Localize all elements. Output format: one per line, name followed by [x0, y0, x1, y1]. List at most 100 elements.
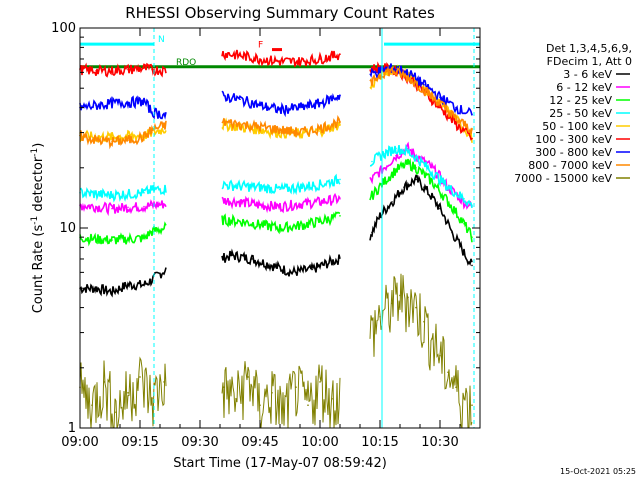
series-0-point-18 [371, 231, 373, 234]
series-3-point-19 [383, 152, 385, 155]
legend: Det 1,3,4,5,6,9,FDecim 1, Att 03 - 6 keV… [514, 42, 632, 185]
series-1-point-15 [339, 197, 341, 200]
y-axis-label-sup: -1 [30, 216, 40, 225]
series-0-point-26 [463, 252, 465, 254]
series-6-point-27 [471, 113, 473, 116]
series-1-point-13 [299, 203, 301, 205]
legend-label-2: 12 - 25 keV [549, 94, 612, 107]
series-8-point-19 [307, 404, 309, 407]
series-2-point-26 [471, 236, 473, 238]
series-1-point-1 [95, 205, 97, 208]
series-2-point-1 [95, 238, 97, 240]
series-3-point-18 [371, 160, 373, 163]
y-axis-label-tail: detector [31, 156, 46, 216]
series-2-point-19 [383, 181, 385, 183]
series-0-point-12 [271, 264, 273, 267]
series-3-point-10 [239, 185, 241, 187]
series-3-point-21 [407, 151, 409, 153]
series-8-point-21 [331, 397, 333, 400]
series-8-point-30 [423, 320, 425, 323]
series-0-point-21 [403, 186, 405, 188]
series-8-point-6 [151, 397, 153, 400]
series-5-point-3 [127, 68, 129, 71]
series-8-point-3 [115, 411, 117, 413]
series-8-point-27 [399, 294, 401, 297]
y-axis: 1 10 100 [51, 21, 480, 436]
series-2-point-10 [239, 220, 241, 223]
series-1-point-19 [383, 166, 385, 169]
series-6-point-15 [339, 94, 341, 97]
series-2-point-12 [279, 227, 281, 229]
y-axis-label-main: Count Rate (s [31, 225, 46, 314]
series-6-point-19 [375, 71, 377, 74]
series-4-point-15 [339, 123, 341, 126]
series-line-0 [79, 174, 473, 298]
series-6-point-25 [439, 96, 441, 99]
y-axis-label-sup2: -1 [30, 148, 40, 157]
series-8-point-33 [447, 371, 449, 374]
series-5-point-19 [375, 67, 377, 69]
series-5-point-5 [151, 68, 153, 71]
series-8-point-35 [463, 397, 465, 400]
series-8-point-17 [283, 411, 285, 413]
series-2-point-18 [371, 194, 373, 197]
series-8-point-4 [127, 391, 129, 394]
series-1-point-12 [279, 205, 281, 208]
series-1-point-2 [111, 207, 113, 210]
series-line-8 [79, 273, 473, 429]
series-group [79, 49, 473, 429]
legend-label-8: 7000 - 15000 keV [514, 172, 612, 185]
series-7-point-14 [319, 127, 321, 130]
series-0-point-10 [231, 254, 233, 257]
series-7-point-4 [143, 136, 145, 138]
series-2-point-24 [447, 201, 449, 203]
series-5-point-12 [279, 60, 281, 63]
series-8-point-32 [439, 354, 441, 357]
series-3-point-25 [463, 197, 465, 200]
series-3-point-12 [279, 188, 281, 191]
series-8-point-18 [295, 386, 297, 388]
series-2-point-14 [319, 220, 321, 223]
series-7-point-13 [299, 131, 301, 134]
series-3-point-11 [259, 186, 261, 188]
series-3-point-1 [95, 193, 97, 195]
series-2-point-15 [339, 215, 341, 217]
series-8-point-1 [91, 404, 93, 407]
series-7-point-3 [127, 139, 129, 141]
y-axis-label-end: ) [31, 143, 46, 148]
x-tick-label-6: 10:30 [421, 435, 458, 450]
series-7-point-26 [455, 118, 457, 120]
series-1-point-4 [143, 205, 145, 208]
legend-label-5: 100 - 300 keV [535, 133, 612, 146]
series-7 [79, 65, 473, 150]
series-5-point-13 [299, 60, 301, 63]
legend-header-0: Det 1,3,4,5,6,9, [546, 42, 632, 55]
series-2-point-21 [407, 162, 409, 165]
series-5-point-14 [319, 58, 321, 60]
series-3-point-15 [339, 178, 341, 181]
series-5-point-11 [259, 58, 261, 60]
legend-label-1: 6 - 12 keV [556, 81, 612, 94]
series-7-point-21 [391, 70, 393, 72]
series-7-point-2 [111, 140, 113, 143]
series-6-point-1 [95, 104, 97, 107]
series-6-point-12 [279, 108, 281, 111]
series-5-point-10 [239, 54, 241, 57]
series-7-point-23 [411, 79, 413, 81]
y-tick-label-1: 10 [59, 221, 76, 236]
series-0-point-27 [471, 264, 473, 267]
series-8-point-26 [391, 302, 393, 305]
series-1-point-10 [239, 201, 241, 203]
series-8-point-5 [139, 376, 141, 378]
series-6-point-23 [411, 74, 413, 77]
series-7-point-1 [95, 139, 97, 141]
series-3-point-20 [395, 147, 397, 150]
series-0-point-20 [391, 201, 393, 203]
series-7-point-25 [439, 102, 441, 105]
series-5-point-2 [111, 70, 113, 72]
series-8-point-28 [407, 296, 409, 299]
state-bar-label-0: N [158, 35, 165, 45]
series-0-point-14 [311, 268, 313, 271]
series-2-point-11 [259, 223, 261, 226]
